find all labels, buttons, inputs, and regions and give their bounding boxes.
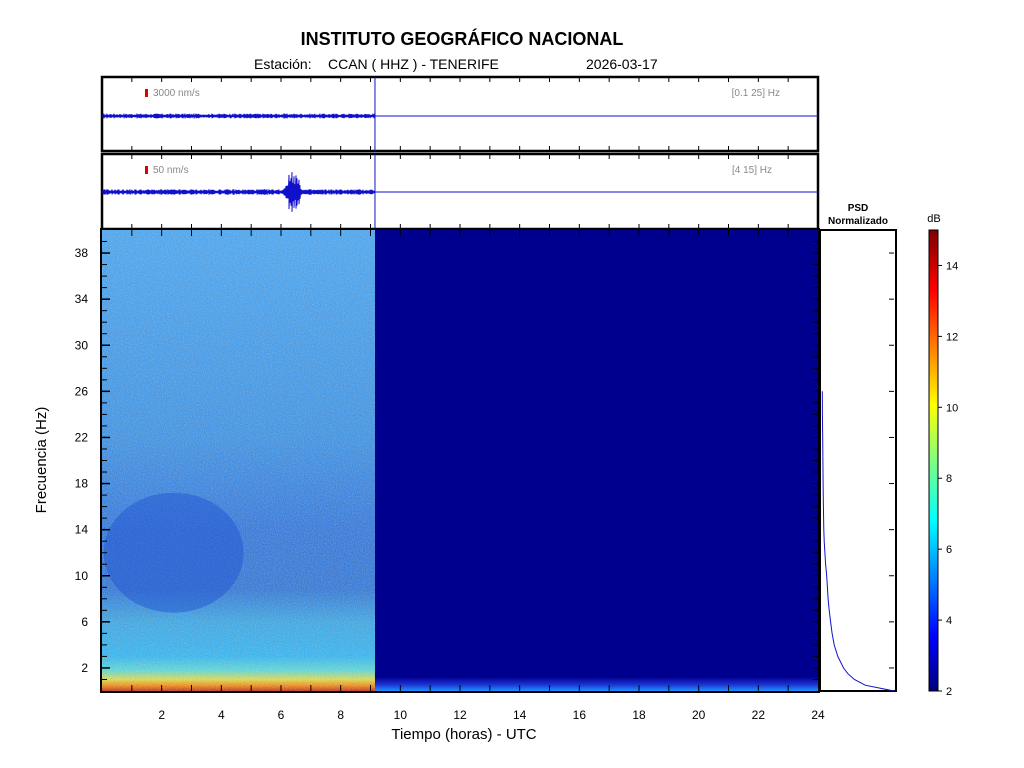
x-tick-label: 4 (218, 708, 225, 722)
trace-panel-1-ticks (131, 77, 789, 151)
colorbar-gradient (928, 229, 939, 692)
y-tick-label: 34 (75, 292, 89, 306)
colorbar-tick-label: 4 (946, 615, 952, 627)
x-tick-label: 22 (752, 708, 766, 722)
y-tick-label: 22 (75, 430, 89, 444)
x-tick-label: 8 (337, 708, 344, 722)
y-tick-label: 30 (75, 338, 89, 352)
colorbar-tick-label: 10 (946, 402, 958, 414)
y-tick-label: 10 (75, 569, 89, 583)
x-tick-label: 2 (158, 708, 165, 722)
colorbar-tick-label: 14 (946, 260, 958, 272)
report-date: 2026-03-17 (586, 56, 658, 72)
amplitude-scale-1: 3000 nm/s (153, 88, 200, 99)
spectrogram-no-data-region (374, 230, 818, 691)
y-tick-label: 18 (75, 477, 89, 491)
psd-frame (819, 229, 897, 692)
x-tick-label: 20 (692, 708, 706, 722)
broadband-trace-panel: 3000 nm/s [0.1 25] Hz (100, 75, 820, 153)
psd-ticks (889, 252, 894, 669)
amplitude-scale-2: 50 nm/s (153, 165, 189, 176)
y-tick-label: 26 (75, 384, 89, 398)
y-tick-label: 6 (81, 615, 88, 629)
colorbar-label: dB (927, 213, 940, 225)
station-label: Estación: (254, 56, 312, 72)
x-tick-label: 24 (811, 708, 825, 722)
x-tick-labels: 2 4 6 8 10 12 14 16 18 20 22 24 (158, 708, 825, 722)
y-tick-label: 2 (81, 661, 88, 675)
filter-band-1: [0.1 25] Hz (732, 88, 780, 99)
psd-title-line-2: Normalizado (828, 216, 888, 227)
scale-marker-1 (145, 89, 148, 97)
colorbar-tick-label: 8 (946, 473, 952, 485)
x-axis-label: Tiempo (horas) - UTC (391, 726, 536, 743)
psd-panel: PSD Normalizado (819, 203, 897, 692)
station-name: CCAN ( HHZ ) - TENERIFE (328, 56, 499, 72)
y-tick-label: 38 (75, 246, 89, 260)
trace-2-waveform (102, 172, 375, 212)
filtered-trace-panel: 50 nm/s [4 15] Hz (100, 152, 820, 231)
psd-curve (821, 391, 895, 692)
x-tick-label: 14 (513, 708, 527, 722)
spectrogram-low-energy-region (103, 492, 244, 613)
psd-title-line-1: PSD (848, 203, 869, 214)
spectrogram-noise-texture (102, 230, 375, 691)
colorbar-tick-label: 6 (946, 544, 952, 556)
spectrogram-panel: 2 4 6 8 10 12 14 16 18 20 22 24 261014182226303438 … (33, 228, 825, 743)
y-axis-label: Frecuencia (Hz) (33, 407, 50, 514)
figure-title: INSTITUTO GEOGRÁFICO NACIONAL (301, 28, 624, 49)
x-tick-label: 6 (278, 708, 285, 722)
x-tick-label: 16 (573, 708, 587, 722)
colorbar: dB 2 4 6 8 10 12 14 (927, 213, 958, 698)
filter-band-2: [4 15] Hz (732, 165, 772, 176)
y-tick-label: 14 (75, 523, 89, 537)
x-tick-label: 10 (394, 708, 408, 722)
colorbar-tick-label: 2 (946, 686, 952, 698)
scale-marker-2 (145, 166, 148, 174)
spectrogram-ticks (102, 230, 818, 691)
trace-panel-1-frame (100, 75, 820, 153)
trace-1-waveform (102, 113, 375, 119)
x-tick-label: 18 (632, 708, 646, 722)
x-tick-label: 12 (453, 708, 467, 722)
colorbar-ticks: 2 4 6 8 10 12 14 (938, 260, 958, 698)
colorbar-tick-label: 12 (946, 331, 958, 343)
